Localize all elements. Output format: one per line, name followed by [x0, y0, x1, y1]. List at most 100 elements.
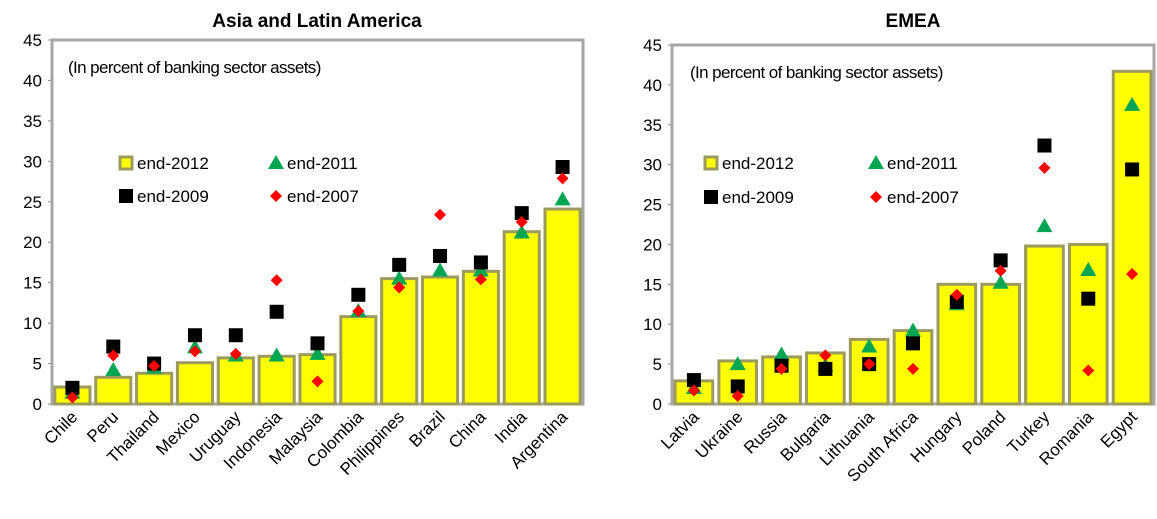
y-tick-label: 15: [23, 274, 42, 293]
y-tick-label: 30: [643, 156, 662, 175]
y-tick-label: 35: [643, 116, 662, 135]
triangle-marker: [729, 356, 746, 371]
y-tick-label: 45: [643, 36, 662, 55]
square-marker: [818, 361, 833, 376]
x-tick-label: Poland: [959, 407, 1010, 458]
square-marker: [906, 336, 920, 351]
triangle-marker: [105, 362, 122, 377]
triangle-marker: [905, 322, 921, 337]
y-tick-label: 40: [643, 76, 662, 95]
triangle-marker: [309, 345, 326, 360]
bar: [175, 361, 215, 406]
triangle-marker: [861, 338, 878, 353]
diamond-marker: [270, 190, 282, 202]
triangle-marker: [1080, 261, 1097, 276]
diamond-marker: [907, 362, 919, 375]
triangle-marker: [1124, 96, 1141, 111]
square-marker: [1125, 162, 1140, 177]
bar: [1111, 69, 1153, 406]
square-marker: [514, 206, 529, 221]
legend-label: end-2012: [137, 154, 209, 173]
legend-label: end-2012: [722, 154, 794, 173]
legend-label: end-2011: [287, 154, 358, 173]
triangle-marker: [268, 155, 284, 169]
legend-label: end-2007: [287, 187, 359, 206]
square-marker: [228, 328, 243, 343]
y-tick-label: 35: [23, 112, 42, 131]
bar: [339, 315, 378, 406]
bar: [257, 354, 296, 406]
diamond-marker: [515, 216, 528, 228]
square-marker: [473, 255, 488, 270]
diamond-marker: [819, 349, 832, 362]
legend-label: end-2007: [887, 188, 959, 207]
diamond-marker: [863, 358, 876, 371]
diamond-marker: [352, 304, 365, 317]
diamond-marker: [66, 391, 79, 404]
bar: [1024, 244, 1065, 406]
square-marker: [1081, 291, 1096, 306]
y-tick-label: 0: [653, 395, 662, 414]
diamond-marker: [870, 191, 882, 203]
diamond-marker: [474, 273, 487, 286]
chart-title: Asia and Latin America: [212, 11, 422, 32]
triangle-marker: [773, 346, 790, 361]
y-tick-label: 25: [643, 196, 662, 215]
y-tick-label: 20: [643, 235, 662, 254]
diamond-marker: [107, 349, 120, 362]
square-marker: [351, 287, 366, 302]
bar: [420, 275, 460, 406]
bar: [543, 207, 582, 406]
square-marker: [433, 248, 448, 263]
square-marker: [187, 328, 202, 343]
square-marker: [392, 257, 407, 272]
y-tick-label: 20: [23, 233, 42, 252]
triangle-marker: [554, 191, 571, 206]
bar: [502, 230, 541, 406]
triangle-marker: [472, 262, 489, 277]
legend-swatch: [118, 155, 134, 171]
triangle-marker: [513, 224, 530, 239]
bar: [461, 269, 500, 406]
diamond-marker: [270, 274, 283, 287]
x-tick-label: Brazil: [405, 407, 448, 450]
triangle-marker: [432, 262, 449, 277]
square-marker: [119, 189, 133, 203]
diamond-marker: [950, 288, 963, 301]
triangle-marker: [268, 347, 285, 362]
x-tick-label: Chile: [40, 407, 81, 448]
bar: [980, 282, 1021, 406]
legend-label: end-2011: [887, 154, 958, 173]
diamond-marker: [434, 208, 447, 221]
diamond-marker: [393, 281, 406, 294]
square-marker: [949, 294, 964, 309]
bar: [1067, 242, 1109, 406]
x-tick-label: Ukraine: [692, 407, 747, 462]
square-marker: [65, 380, 80, 395]
square-marker: [106, 339, 121, 354]
y-tick-label: 0: [33, 395, 42, 414]
diamond-marker: [687, 384, 700, 397]
bar: [380, 277, 419, 406]
y-tick-label: 30: [23, 152, 42, 171]
y-tick-label: 5: [33, 355, 42, 374]
square-marker: [310, 336, 325, 351]
y-tick-label: 25: [23, 193, 42, 212]
legend-label: end-2009: [137, 187, 209, 206]
triangle-marker: [868, 155, 884, 169]
diamond-marker: [1126, 267, 1139, 280]
bar: [135, 371, 174, 406]
diamond-marker: [731, 390, 744, 403]
diamond-marker: [775, 362, 788, 375]
triangle-marker: [391, 270, 408, 285]
y-tick-label: 15: [643, 275, 662, 294]
bar: [94, 375, 133, 406]
square-marker: [730, 379, 745, 394]
square-marker: [555, 159, 570, 174]
diamond-marker: [229, 347, 242, 360]
square-marker: [686, 373, 701, 388]
diamond-marker: [556, 172, 569, 185]
triangle-marker: [1036, 218, 1053, 233]
y-tick-label: 40: [23, 71, 42, 90]
panel: EMEA 0 5 10 15 20 25 30 35 40 45 (In percent of ban…: [643, 11, 1156, 486]
